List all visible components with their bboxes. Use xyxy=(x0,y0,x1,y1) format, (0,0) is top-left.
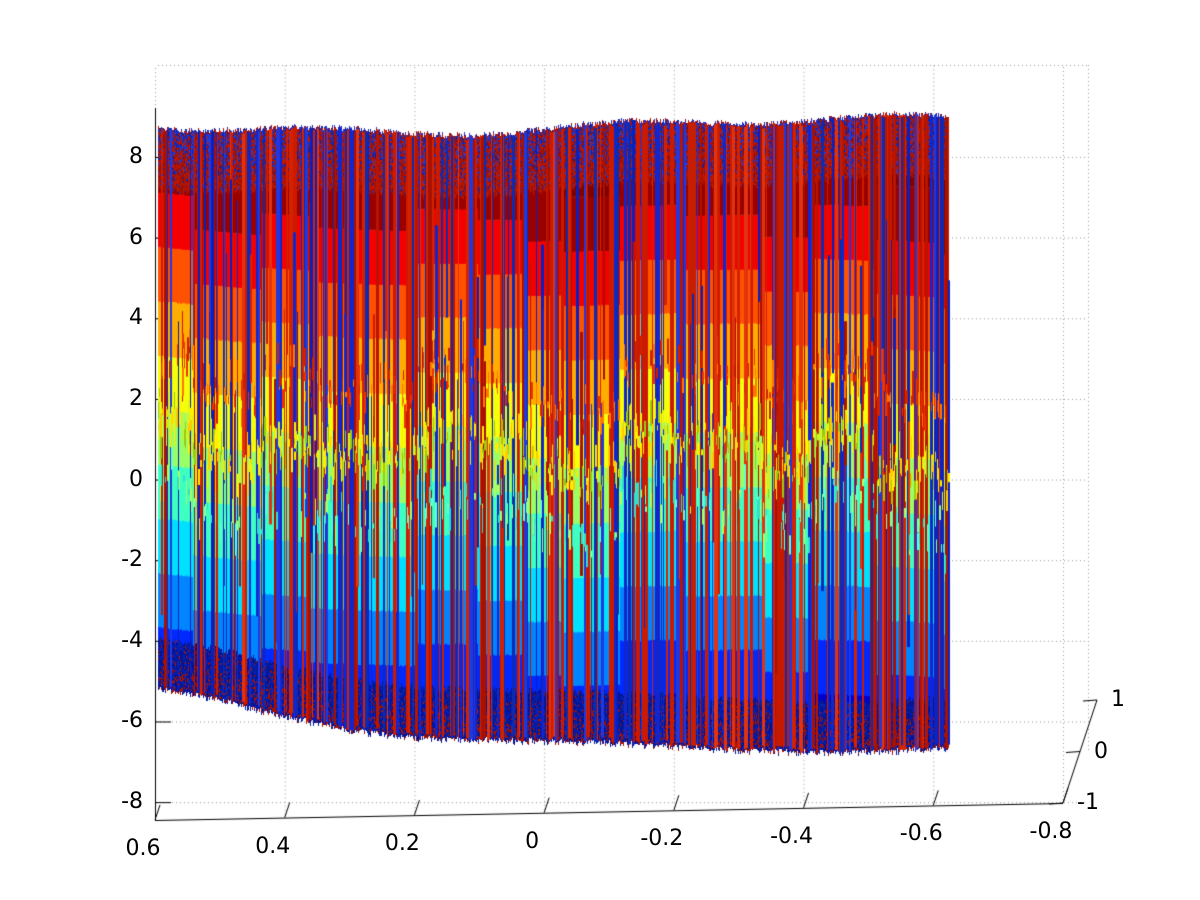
x-tick-label: 0.6 xyxy=(125,836,161,861)
x-tick-label: 0 xyxy=(525,828,540,854)
z-tick-label: 4 xyxy=(129,305,143,331)
z-tick-label: -8 xyxy=(121,789,143,815)
x-tick-label: -0.4 xyxy=(770,823,814,849)
z-tick-label: 2 xyxy=(129,385,143,411)
z-tick-label: -2 xyxy=(121,547,143,573)
y-tick-label: -1 xyxy=(1077,790,1099,815)
x-tick-label: -0.6 xyxy=(899,821,943,847)
z-tick-label: 6 xyxy=(129,224,143,250)
x-tick-label: 0.4 xyxy=(255,833,291,859)
z-tick-label: 8 xyxy=(129,144,143,169)
z-tick-label: -4 xyxy=(121,627,143,653)
x-tick-label: -0.2 xyxy=(640,826,684,852)
x-tick-label: -0.8 xyxy=(1029,818,1073,844)
y-tick-label: 1 xyxy=(1111,687,1125,712)
x-tick-label: 0.2 xyxy=(384,831,420,857)
y-tick-label: 0 xyxy=(1094,738,1108,764)
z-tick-label: 0 xyxy=(129,466,143,492)
z-tick-label: -6 xyxy=(121,708,143,734)
